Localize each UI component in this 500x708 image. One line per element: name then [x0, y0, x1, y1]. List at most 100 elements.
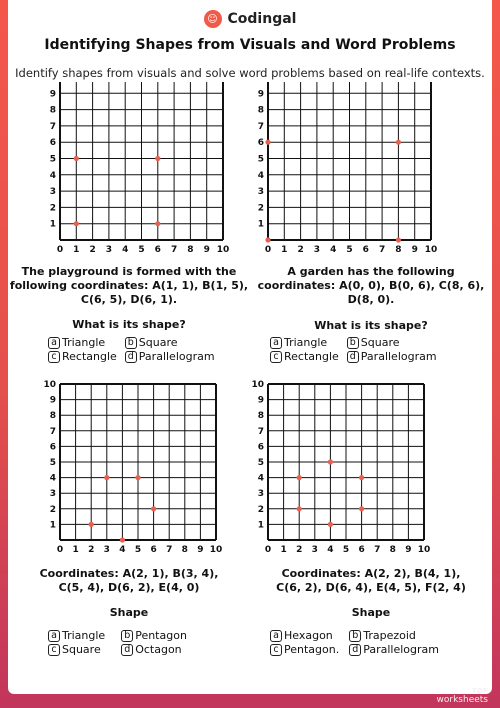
x-tick-label: 1: [73, 245, 79, 255]
x-tick-label: 7: [166, 545, 172, 555]
x-tick-label: 10: [210, 545, 223, 555]
x-tick-label: 6: [363, 245, 369, 255]
plotted-point: [88, 521, 94, 527]
option-d[interactable]: d Octagon: [121, 643, 187, 656]
option-d[interactable]: d Parallelogram: [346, 350, 437, 363]
y-tick-label: 1: [258, 220, 264, 230]
problem-line: following coordinates: A(1, 1), B(1, 5),: [9, 279, 249, 292]
options-4: a Hexagon b Trapezoid c Pentagon. d Parallel…: [270, 629, 439, 656]
x-tick-label: 0: [265, 545, 271, 555]
x-tick-label: 3: [314, 245, 320, 255]
option-c[interactable]: c Rectangle: [270, 350, 339, 363]
grid-lines: [59, 82, 224, 241]
x-tick-label: 7: [171, 245, 177, 255]
y-tick-label: 9: [50, 89, 56, 99]
y-tick-label: 6: [258, 442, 264, 452]
topworksheets-logo: TOP worksheets: [437, 687, 488, 705]
x-tick-label: 3: [312, 545, 318, 555]
x-tick-label: 4: [327, 545, 333, 555]
question-label-4: Shape: [351, 606, 391, 619]
x-tick-label: 8: [187, 245, 193, 255]
problem-text-4: Coordinates: A(2, 2), B(4, 1), C(6, 2), …: [250, 567, 492, 595]
y-tick-label: 2: [50, 505, 56, 515]
y-tick-label: 2: [50, 203, 56, 213]
problem-line: Coordinates: A(2, 2), B(4, 1),: [281, 567, 461, 580]
x-tick-label: 1: [281, 245, 287, 255]
y-tick-label: 10: [43, 82, 56, 83]
option-c[interactable]: c Rectangle: [48, 350, 117, 363]
problem-line: A garden has the following: [287, 265, 455, 278]
y-tick-label: 4: [50, 474, 56, 484]
option-a[interactable]: a Triangle: [270, 336, 339, 349]
option-a[interactable]: a Triangle: [48, 336, 117, 349]
question-label-2: What is its shape?: [314, 319, 428, 332]
x-tick-label: 7: [379, 245, 385, 255]
option-b[interactable]: b Trapezoid: [349, 629, 439, 642]
footer-top: TOP: [472, 687, 488, 695]
problem-line: The playground is formed with the: [21, 265, 237, 278]
brand-name: Codingal: [227, 11, 297, 27]
y-tick-label: 5: [50, 458, 56, 468]
x-tick-label: 5: [138, 245, 144, 255]
x-tick-label: 10: [425, 245, 438, 255]
brand-logo: ☺ Codingal: [8, 9, 492, 29]
plotted-point: [119, 537, 125, 543]
option-c[interactable]: c Pentagon.: [270, 643, 339, 656]
plotted-point: [151, 506, 157, 512]
y-tick-label: 2: [258, 203, 264, 213]
x-tick-label: 5: [346, 245, 352, 255]
option-d[interactable]: d Parallelogram: [349, 643, 439, 656]
x-tick-label: 9: [412, 245, 418, 255]
grid-lines: [59, 383, 217, 541]
problem-line: C(6, 5), D(6, 1).: [80, 293, 178, 306]
y-tick-label: 8: [258, 106, 264, 116]
option-b[interactable]: b Square: [346, 336, 437, 349]
y-tick-label: 5: [258, 155, 264, 165]
y-tick-label: 3: [258, 489, 264, 499]
option-b[interactable]: b Pentagon: [121, 629, 187, 642]
plotted-point: [296, 475, 302, 481]
y-tick-label: 8: [50, 411, 56, 421]
y-tick-label: 9: [258, 89, 264, 99]
y-tick-label: 6: [258, 138, 264, 148]
plotted-point: [327, 459, 333, 465]
option-c[interactable]: c Square: [48, 643, 105, 656]
x-tick-label: 9: [204, 245, 210, 255]
x-tick-label: 1: [280, 545, 286, 555]
y-tick-label: 1: [50, 520, 56, 530]
x-tick-label: 2: [88, 545, 94, 555]
plotted-point: [395, 237, 401, 243]
plotted-point: [135, 475, 141, 481]
x-tick-label: 3: [104, 545, 110, 555]
x-tick-label: 4: [330, 245, 336, 255]
problem-text-1: The playground is formed with the follow…: [8, 265, 250, 307]
problem-line: D(8, 0).: [347, 293, 395, 306]
x-tick-label: 4: [119, 545, 125, 555]
problem-line: C(6, 2), D(6, 4), E(4, 5), F(2, 4): [276, 581, 466, 594]
y-tick-label: 1: [50, 220, 56, 230]
option-b[interactable]: b Square: [124, 336, 215, 349]
y-tick-label: 8: [258, 411, 264, 421]
problem-panel-4: 0 1 1 2 2 3 3 4 4 5 5 6 6 7 7 8 8 9 9 10 10 Coordinates: A(2…: [250, 378, 492, 668]
question-label-1: What is its shape?: [72, 318, 186, 331]
problem-text-2: A garden has the following coordinates: …: [250, 265, 492, 307]
plotted-point: [155, 155, 161, 162]
option-a[interactable]: a Triangle: [48, 629, 105, 642]
x-tick-label: 4: [122, 245, 128, 255]
problem-line: coordinates: A(0, 0), B(0, 6), C(8, 6),: [257, 279, 485, 292]
y-tick-label: 4: [258, 474, 264, 484]
y-tick-label: 10: [251, 82, 264, 83]
option-a[interactable]: a Hexagon: [270, 629, 339, 642]
option-d[interactable]: d Parallelogram: [124, 350, 215, 363]
y-tick-label: 3: [258, 187, 264, 197]
x-tick-label: 2: [297, 245, 303, 255]
grid-lines: [267, 383, 425, 541]
x-tick-label: 10: [418, 545, 431, 555]
x-tick-label: 7: [374, 545, 380, 555]
plotted-point: [296, 506, 302, 512]
problem-line: Coordinates: A(2, 1), B(3, 4),: [39, 567, 219, 580]
